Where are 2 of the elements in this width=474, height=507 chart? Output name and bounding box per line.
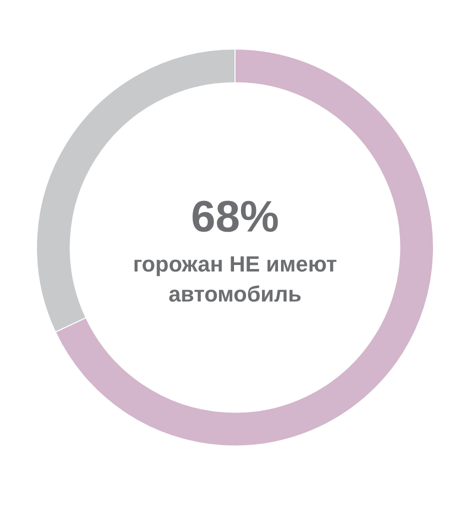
text: горожан НЕ имеют автомобиль — [132, 252, 338, 307]
text: 68% — [190, 192, 280, 242]
